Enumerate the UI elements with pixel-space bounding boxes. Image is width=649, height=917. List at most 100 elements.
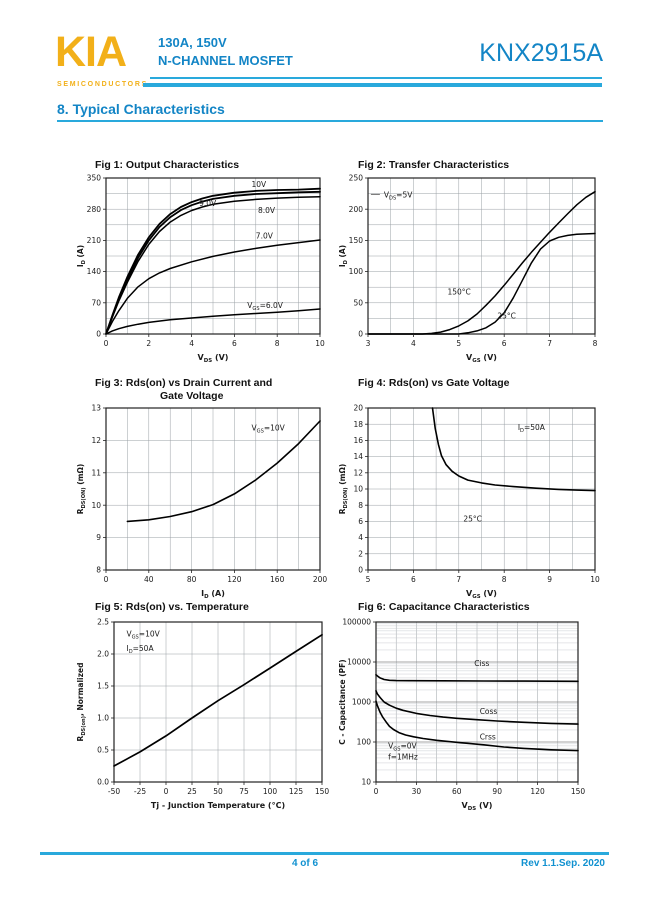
svg-text:90: 90 [492,787,502,796]
svg-text:13: 13 [91,404,101,413]
svg-text:120: 120 [530,787,545,796]
svg-text:60: 60 [452,787,462,796]
svg-text:VDS (V): VDS (V) [462,801,493,812]
fig2-title: Fig 2: Transfer Characteristics [358,159,510,171]
svg-text:30: 30 [412,787,422,796]
svg-text:10: 10 [590,575,600,584]
svg-text:6: 6 [411,575,416,584]
svg-text:ID (A): ID (A) [201,589,225,600]
svg-text:2: 2 [146,339,151,348]
fig5-block: Fig 5: Rds(on) vs. Temperature -50 -25 0 25… [74,601,330,818]
svg-text:50: 50 [213,787,223,796]
svg-text:150: 150 [571,787,586,796]
svg-text:25°C: 25°C [497,311,516,320]
svg-text:VDS=5V: VDS=5V [384,190,413,201]
svg-text:2.0: 2.0 [97,650,109,659]
fig1-title: Fig 1: Output Characteristics [95,159,240,171]
svg-text:4: 4 [189,339,194,348]
svg-text:4: 4 [411,339,416,348]
svg-text:5: 5 [366,575,371,584]
footer-revision: Rev 1.1.Sep. 2020 [521,858,605,869]
svg-text:10: 10 [361,778,371,787]
svg-text:0.0: 0.0 [97,778,109,787]
svg-text:25: 25 [187,787,197,796]
svg-text:0: 0 [358,566,363,575]
device-rating: 130A, 150V [158,35,227,50]
svg-text:10: 10 [315,339,325,348]
svg-text:16: 16 [353,436,363,445]
svg-text:8: 8 [96,566,101,575]
svg-text:-25: -25 [134,787,146,796]
svg-text:6: 6 [358,517,363,526]
svg-text:150: 150 [349,236,364,245]
svg-text:ID=50A: ID=50A [126,644,154,655]
svg-text:Tj - Junction Temperature (°C): Tj - Junction Temperature (°C) [151,801,285,810]
header-rule-thick [143,83,602,87]
svg-text:0: 0 [358,330,363,339]
section-title-underline [57,120,603,122]
svg-text:1.5: 1.5 [97,682,109,691]
svg-text:0: 0 [96,330,101,339]
svg-text:160: 160 [270,575,285,584]
svg-text:20: 20 [353,404,363,413]
svg-text:0: 0 [164,787,169,796]
svg-text:VGS (V): VGS (V) [466,353,497,364]
svg-text:1000: 1000 [352,698,371,707]
fig6-chart: 0 30 60 90 120 150 10 100 1000 10000 100000 VDS (V)… [338,618,586,812]
svg-text:Coss: Coss [480,707,498,716]
device-type: N-CHANNEL MOSFET [158,53,293,68]
footer-page-number: 4 of 6 [291,858,319,869]
svg-text:200: 200 [349,205,364,214]
svg-text:6: 6 [232,339,237,348]
fig1-block: Fig 1: Output Characteristics 0 2 4 6 8 10 0 70… [74,159,330,368]
fig6-block: Fig 6: Capacitance Characteristics 0 30 60… [336,601,602,818]
fig5-chart: -50 -25 0 25 50 75 100 125 150 0.0 0.5 1.0 1.5 2.0 2.5… [76,618,330,810]
svg-text:5: 5 [456,339,461,348]
fig2-block: Fig 2: Transfer Characteristics 3 4 5 6 7 8 0 5… [336,159,602,368]
part-number: KNX2915A [479,39,603,67]
svg-text:ID=50A: ID=50A [518,423,546,434]
svg-text:VGS=10V: VGS=10V [126,630,160,641]
svg-text:70: 70 [91,298,101,307]
svg-text:VGS (V): VGS (V) [466,589,497,600]
svg-text:12: 12 [91,436,101,445]
svg-text:210: 210 [87,236,102,245]
svg-text:8: 8 [502,575,507,584]
svg-text:ID (A): ID (A) [338,245,349,267]
fig3-title: Fig 3: Rds(on) vs Drain Current and [95,377,273,389]
svg-text:1.0: 1.0 [97,714,109,723]
fig4-chart: 5 6 7 8 9 10 0 2 4 6 8 10 12 14 16 18 20 VGS (V) RDS(ON) (… [338,404,600,600]
svg-text:10: 10 [353,485,363,494]
svg-text:50: 50 [353,298,363,307]
svg-text:ID (A): ID (A) [76,245,87,267]
svg-text:VGS=10V: VGS=10V [252,424,286,435]
header-rule-thin [150,77,602,79]
svg-text:7: 7 [547,339,552,348]
fig1-chart: 0 2 4 6 8 10 0 70 140 210 280 350 VDS (V) ID (A) 10V 9.… [76,174,325,364]
svg-text:VDS (V): VDS (V) [198,353,229,364]
svg-text:14: 14 [353,452,363,461]
brand-logo: KIA [55,28,127,76]
footer-rule [40,852,609,855]
fig4-title: Fig 4: Rds(on) vs Gate Voltage [358,377,510,389]
svg-text:9: 9 [96,533,101,542]
svg-text:80: 80 [187,575,197,584]
svg-text:0.5: 0.5 [97,746,109,755]
svg-text:2.5: 2.5 [97,618,109,627]
svg-text:7.0V: 7.0V [256,232,274,241]
svg-text:40: 40 [144,575,154,584]
svg-text:6: 6 [502,339,507,348]
section-title: 8. Typical Characteristics [57,101,225,117]
svg-text:4: 4 [358,533,363,542]
fig3-block: Fig 3: Rds(on) vs Drain Current and Gate… [74,377,330,605]
fig4-title-spacer [336,390,602,403]
svg-text:C - Capacitance (PF): C - Capacitance (PF) [338,659,347,744]
svg-text:8.0V: 8.0V [258,206,276,215]
svg-text:150: 150 [315,787,330,796]
svg-text:125: 125 [289,787,304,796]
svg-text:25°C: 25°C [463,514,482,523]
svg-text:100: 100 [357,738,372,747]
svg-text:9: 9 [547,575,552,584]
fig3-title-line2: Gate Voltage [160,390,224,402]
